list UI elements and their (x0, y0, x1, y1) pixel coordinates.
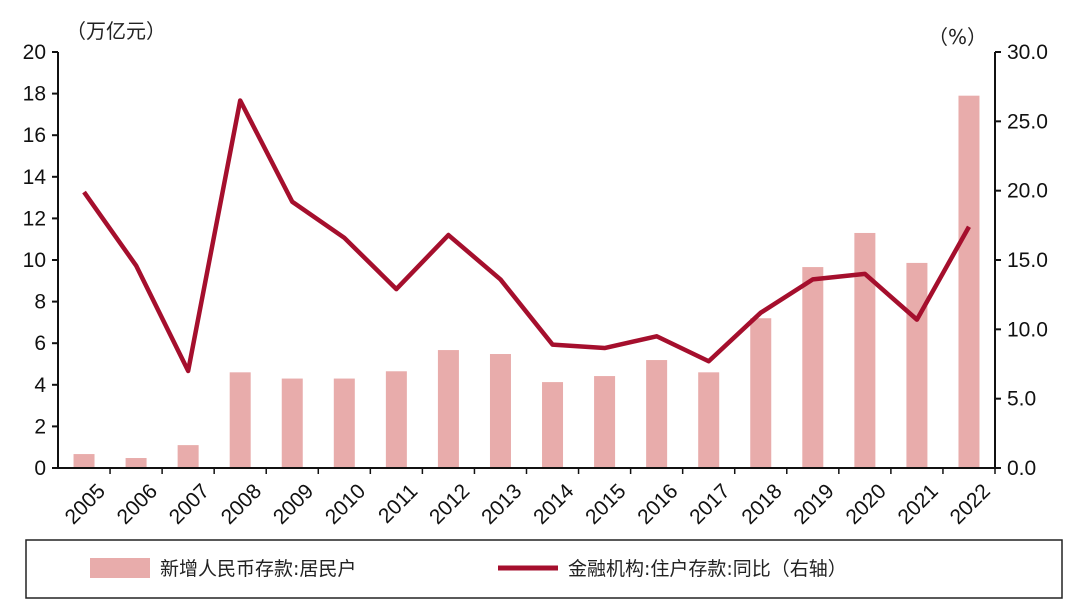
left-tick-label: 0 (34, 457, 46, 480)
bar-2007 (177, 445, 199, 468)
bar-2013 (489, 354, 511, 468)
x-tick-label: 2021 (894, 480, 943, 529)
x-tick-label: 2015 (581, 480, 630, 529)
left-tick-label: 20 (23, 41, 46, 64)
bar-2005 (73, 454, 95, 468)
right-tick-label: 30.0 (1007, 41, 1048, 64)
right-tick-label: 0.0 (1007, 457, 1036, 480)
bar-2020 (854, 232, 876, 468)
bar-2008 (229, 372, 251, 468)
right-axis-unit: （%） (928, 25, 987, 49)
bar-2022 (958, 95, 980, 469)
bar-2016 (646, 360, 668, 468)
bar-2011 (385, 371, 407, 468)
x-tick-label: 2007 (165, 480, 214, 529)
x-tick-label: 2008 (217, 480, 266, 529)
left-tick-label: 10 (23, 249, 46, 272)
bar-2018 (750, 318, 772, 468)
x-tick-label: 2013 (477, 480, 526, 529)
bar-2009 (281, 378, 303, 468)
left-tick-label: 16 (23, 124, 46, 147)
x-tick-label: 2006 (113, 480, 162, 529)
left-tick-label: 4 (34, 374, 46, 397)
x-tick-label: 2005 (61, 480, 110, 529)
left-tick-label: 14 (23, 166, 47, 189)
bar-2019 (802, 267, 824, 468)
right-tick-label: 25.0 (1007, 110, 1048, 133)
legend-bar-swatch (90, 558, 150, 578)
x-tick-label: 2022 (946, 480, 995, 529)
left-tick-label: 8 (34, 291, 46, 314)
x-tick-label: 2009 (269, 480, 318, 529)
right-tick-label: 20.0 (1007, 180, 1048, 203)
x-tick-label: 2016 (633, 480, 682, 529)
x-tick-label: 2018 (737, 480, 786, 529)
bar-2021 (906, 262, 928, 468)
left-axis-unit: （万亿元） (66, 19, 166, 43)
left-tick-label: 12 (23, 207, 46, 230)
legend-bar-label: 新增人民币存款:居民户 (160, 558, 356, 580)
bar-2010 (333, 378, 355, 468)
left-tick-label: 6 (34, 332, 46, 355)
left-tick-label: 2 (34, 415, 46, 438)
right-tick-label: 15.0 (1007, 249, 1048, 272)
bar-2012 (437, 350, 459, 468)
x-tick-label: 2019 (789, 480, 838, 529)
x-tick-label: 2011 (374, 480, 422, 528)
x-tick-label: 2014 (529, 479, 579, 529)
bar-2014 (542, 382, 564, 468)
right-tick-label: 5.0 (1007, 388, 1036, 411)
x-tick-label: 2010 (321, 480, 370, 529)
bar-2015 (594, 376, 616, 468)
right-tick-label: 10.0 (1007, 318, 1048, 341)
legend-line-label: 金融机构:住户存款:同比（右轴） (568, 558, 847, 580)
x-tick-label: 2017 (685, 480, 734, 529)
x-tick-label: 2012 (425, 480, 474, 529)
line-series (82, 98, 971, 374)
bar-2017 (698, 372, 720, 468)
x-tick-label: 2020 (841, 480, 890, 529)
left-tick-label: 18 (23, 83, 46, 106)
bar-2006 (125, 458, 147, 468)
legend-box (25, 539, 1063, 599)
